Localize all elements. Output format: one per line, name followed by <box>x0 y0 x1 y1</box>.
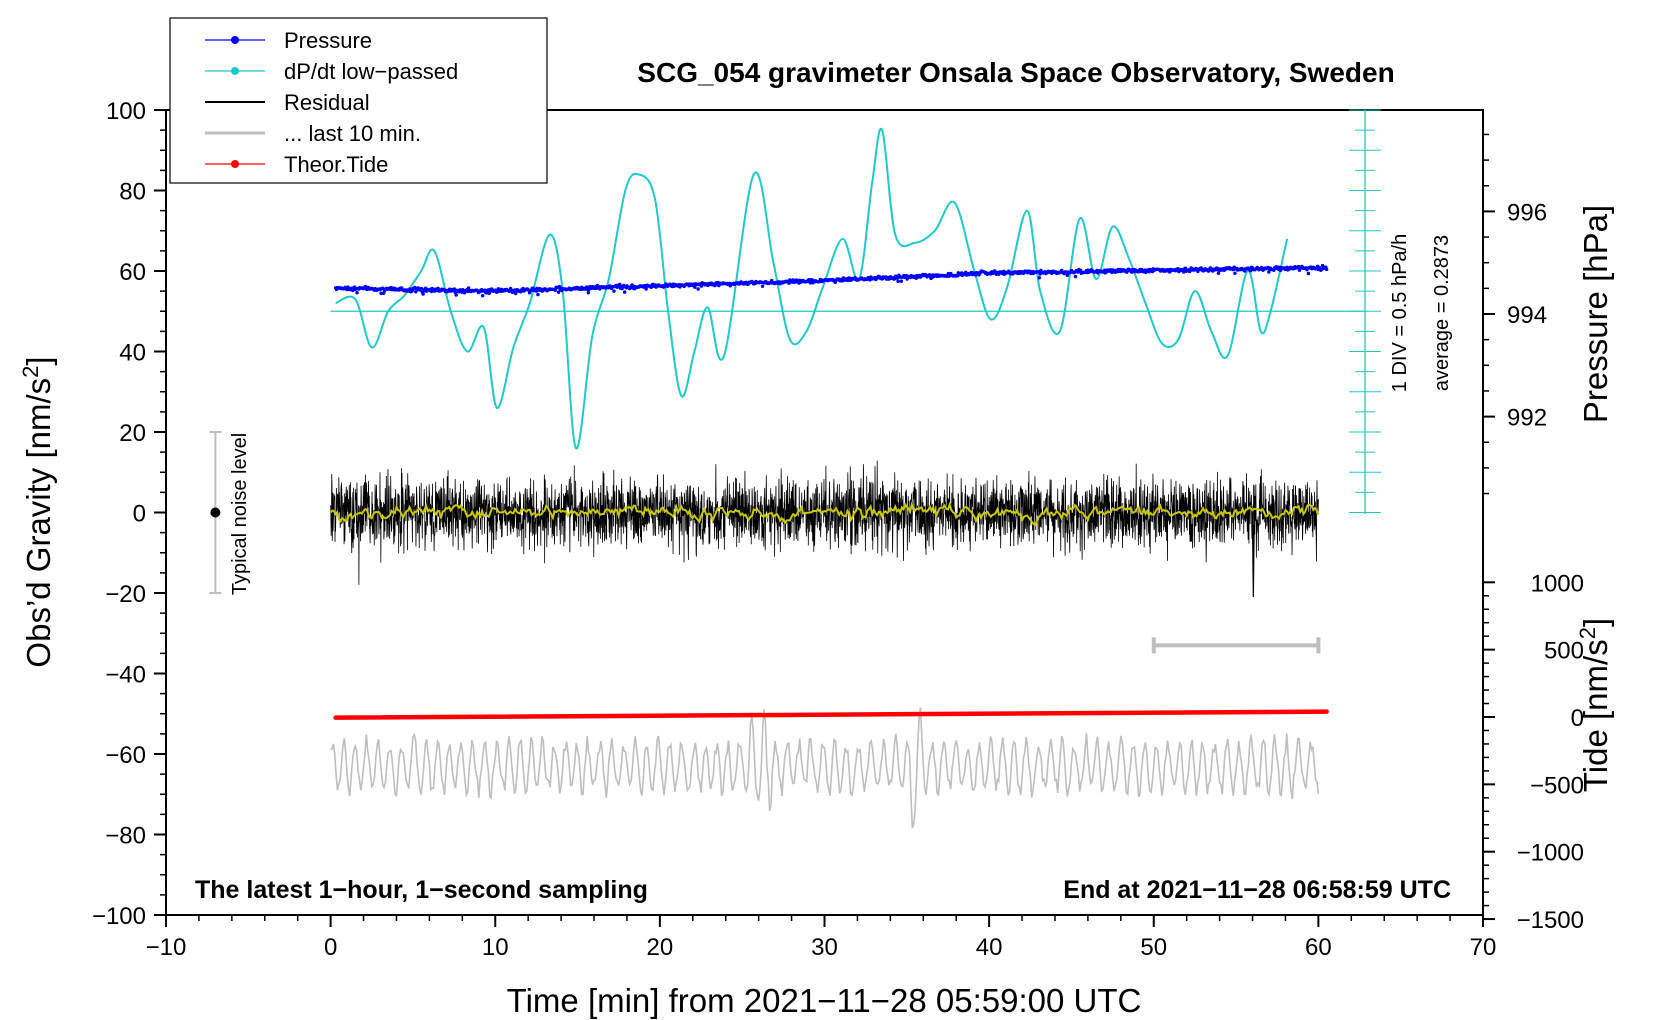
average-label: average = 0.2873 <box>1431 235 1453 391</box>
residual-series <box>330 460 1319 598</box>
residual-line <box>330 460 1319 585</box>
legend-item-last-10-min: ... last 10 min. <box>205 121 421 146</box>
y-tick-label: 0 <box>133 501 146 528</box>
y-tick-label: −20 <box>105 581 146 608</box>
x-axis-title: Time [min] from 2021−11−28 05:59:00 UTC <box>507 982 1142 1019</box>
x-tick-label: 30 <box>811 934 838 961</box>
legend-box <box>169 17 548 184</box>
y-tick-label: 20 <box>119 420 146 447</box>
legend-item-tide: Theor.Tide <box>205 152 388 177</box>
residual-spike <box>1251 524 1255 598</box>
svg-text:dP/dt low−passed: dP/dt low−passed <box>284 59 458 84</box>
pressure-axis-title: Pressure [hPa] <box>1577 205 1614 423</box>
svg-text:Residual: Residual <box>284 90 370 115</box>
tide-tick-label: 0 <box>1571 705 1584 732</box>
legend: Pressure dP/dt low−passed Residual ... l… <box>169 17 548 184</box>
residual-gray-line <box>330 707 1320 829</box>
tide-axis-title: Tide [nm/s2] <box>1575 618 1614 792</box>
y-axis-title: Obs’d Gravity [nm/s2] <box>18 356 57 667</box>
x-tick-label: 10 <box>482 934 509 961</box>
y-tick-label: −60 <box>105 742 146 769</box>
dpdt-line <box>335 127 1289 450</box>
x-tick-label: 50 <box>1140 934 1167 961</box>
div-scale-label: 1 DIV = 0.5 hPa/h <box>1389 234 1411 392</box>
y-tick-label: −40 <box>105 662 146 689</box>
legend-item-dpdt: dP/dt low−passed <box>205 59 458 84</box>
legend-item-residual: Residual <box>205 90 370 115</box>
y-tick-label: 80 <box>119 179 146 206</box>
tide-line <box>333 709 1329 720</box>
x-tick-label: 0 <box>324 934 337 961</box>
time-scale-bar <box>1151 637 1321 654</box>
svg-text:Theor.Tide: Theor.Tide <box>284 152 388 177</box>
pressure-series <box>333 263 1329 298</box>
svg-text:... last 10 min.: ... last 10 min. <box>284 121 421 146</box>
tide-tick-label: 1000 <box>1531 570 1584 597</box>
noise-level-bar <box>209 431 222 594</box>
tide-tick-label: 500 <box>1544 638 1584 665</box>
y-tick-label: 60 <box>119 259 146 286</box>
noise-label: Typical noise level <box>229 433 251 595</box>
y-axis-pressure: 996 994 992 <box>1483 133 1547 495</box>
annotation-end-time: End at 2021−11−28 06:58:59 UTC <box>1063 876 1451 904</box>
x-tick-label: 20 <box>647 934 674 961</box>
residual-gray-series <box>330 707 1320 829</box>
residual-smoothed-series <box>329 501 1320 527</box>
x-tick-label: 60 <box>1305 934 1332 961</box>
y-tick-label: 40 <box>119 340 146 367</box>
y-axis-gravity: 100 80 60 40 20 0 −20 −40 −60 −80 −100 <box>92 98 166 930</box>
y-tick-label: −80 <box>105 823 146 850</box>
x-tick-label: 70 <box>1470 934 1497 961</box>
tide-series <box>333 709 1329 720</box>
dpdt-series <box>330 127 1365 450</box>
tide-tick-label: −1000 <box>1517 840 1584 867</box>
annotation-sampling: The latest 1−hour, 1−second sampling <box>195 876 648 904</box>
y-axis-tide: 1000 500 0 −500 −1000 −1500 <box>1483 570 1584 934</box>
pressure-tick-label: 996 <box>1507 199 1547 226</box>
y-tick-label: 100 <box>106 98 146 125</box>
pressure-tick-label: 992 <box>1507 405 1547 432</box>
x-axis: −10 0 10 20 30 40 50 60 70 <box>146 915 1497 961</box>
y-tick-label: −100 <box>92 903 146 930</box>
x-tick-label: 40 <box>976 934 1003 961</box>
chart-title: SCG_054 gravimeter Onsala Space Observat… <box>637 57 1394 88</box>
svg-text:Pressure: Pressure <box>284 28 372 53</box>
pressure-dots <box>333 263 1329 298</box>
legend-item-pressure: Pressure <box>205 28 372 53</box>
tide-tick-label: −500 <box>1530 772 1584 799</box>
x-tick-label: −10 <box>146 934 187 961</box>
pressure-tick-label: 994 <box>1507 302 1547 329</box>
tide-tick-label: −1500 <box>1517 907 1584 934</box>
noise-bar-center <box>210 507 221 518</box>
dpdt-div-scale <box>1349 109 1381 514</box>
residual-smoothed-line <box>329 501 1320 527</box>
